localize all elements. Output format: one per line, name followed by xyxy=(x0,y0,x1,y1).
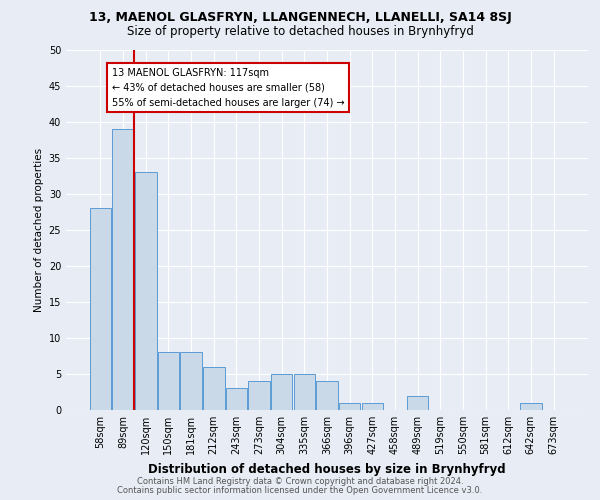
Text: Contains public sector information licensed under the Open Government Licence v3: Contains public sector information licen… xyxy=(118,486,482,495)
Y-axis label: Number of detached properties: Number of detached properties xyxy=(34,148,44,312)
Bar xyxy=(520,403,542,410)
Bar xyxy=(293,374,315,410)
Text: 13 MAENOL GLASFRYN: 117sqm
← 43% of detached houses are smaller (58)
55% of semi: 13 MAENOL GLASFRYN: 117sqm ← 43% of deta… xyxy=(112,68,344,108)
Bar xyxy=(248,381,270,410)
Bar xyxy=(339,403,361,410)
Bar xyxy=(407,396,428,410)
Text: Contains HM Land Registry data © Crown copyright and database right 2024.: Contains HM Land Registry data © Crown c… xyxy=(137,477,463,486)
Bar xyxy=(181,352,202,410)
Bar xyxy=(112,129,134,410)
Bar xyxy=(226,388,247,410)
Bar xyxy=(158,352,179,410)
Bar xyxy=(135,172,157,410)
Text: 13, MAENOL GLASFRYN, LLANGENNECH, LLANELLI, SA14 8SJ: 13, MAENOL GLASFRYN, LLANGENNECH, LLANEL… xyxy=(89,11,511,24)
Bar xyxy=(316,381,338,410)
X-axis label: Distribution of detached houses by size in Brynhyfryd: Distribution of detached houses by size … xyxy=(148,462,506,475)
Bar xyxy=(203,367,224,410)
Bar xyxy=(271,374,292,410)
Text: Size of property relative to detached houses in Brynhyfryd: Size of property relative to detached ho… xyxy=(127,25,473,38)
Bar xyxy=(90,208,111,410)
Bar xyxy=(362,403,383,410)
